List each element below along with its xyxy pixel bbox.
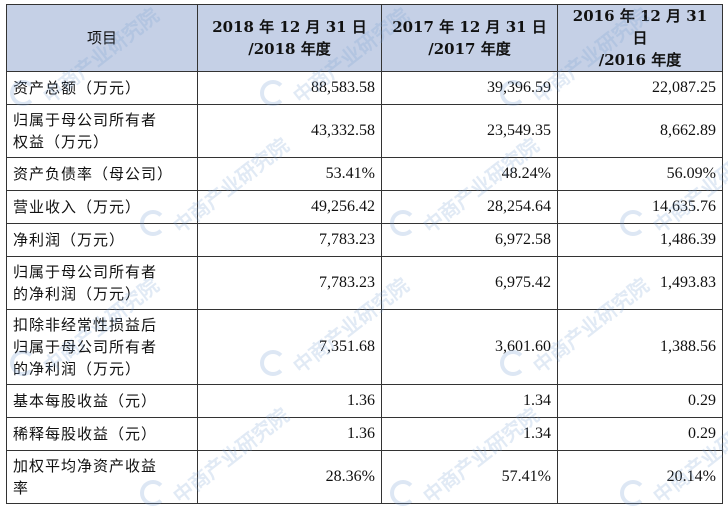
row-label: 加权平均净资产收益率 <box>6 450 198 504</box>
table-row: 营业收入（万元） 49,256.42 28,254.64 14,635.76 <box>6 190 723 224</box>
row-value: 1,486.39 <box>557 223 723 257</box>
row-value: 53.41% <box>197 157 382 191</box>
row-value: 1,388.56 <box>557 309 723 385</box>
header-year-2016: 2016 年 12 月 31 日 /2016 年度 <box>557 4 723 72</box>
row-label: 资产负债率（母公司） <box>6 157 198 191</box>
row-value: 88,583.58 <box>197 71 382 105</box>
row-label-line: 的净利润（万元） <box>13 360 142 378</box>
row-label: 归属于母公司所有者 权益（万元） <box>6 104 198 158</box>
row-label-line: 权益（万元） <box>13 133 110 151</box>
row-label: 基本每股收益（元） <box>6 384 198 418</box>
row-value: 57.41% <box>381 450 558 504</box>
header-year-2017-line2: /2017 年度 <box>428 40 511 58</box>
row-value: 1.36 <box>197 417 382 451</box>
row-value: 14,635.76 <box>557 190 723 224</box>
row-value: 6,975.42 <box>381 256 558 310</box>
row-value: 28,254.64 <box>381 190 558 224</box>
table-row: 归属于母公司所有者 权益（万元） 43,332.58 23,549.35 8,662.8… <box>6 104 723 158</box>
row-value: 6,972.58 <box>381 223 558 257</box>
financial-summary-table: 项目 2018 年 12 月 31 日 /2018 年度 2017 年 12 月… <box>6 4 723 504</box>
row-value: 1,493.83 <box>557 256 723 310</box>
header-year-2017-line1: 2017 年 12 月 31 日 <box>392 18 547 36</box>
row-value: 56.09% <box>557 157 723 191</box>
row-label: 资产总额（万元） <box>6 71 198 105</box>
header-year-2018-line2: /2018 年度 <box>248 40 331 58</box>
table-row: 加权平均净资产收益率 28.36% 57.41% 20.14% <box>6 450 723 504</box>
financial-table-container: 项目 2018 年 12 月 31 日 /2018 年度 2017 年 12 月… <box>6 4 723 512</box>
row-value: 20.14% <box>557 450 723 504</box>
row-value: 39,396.59 <box>381 71 558 105</box>
header-year-2016-line1: 2016 年 12 月 31 日 <box>572 7 708 47</box>
row-label-line: 基本每股收益（元） <box>13 392 158 410</box>
row-value: 23,549.35 <box>381 104 558 158</box>
row-value: 0.29 <box>557 417 723 451</box>
row-label-line: 归属于母公司所有者 <box>13 111 158 129</box>
row-label: 净利润（万元） <box>6 223 198 257</box>
table-row: 净利润（万元） 7,783.23 6,972.58 1,486.39 <box>6 223 723 257</box>
row-value: 28.36% <box>197 450 382 504</box>
row-value: 1.36 <box>197 384 382 418</box>
row-label: 归属于母公司所有者 的净利润（万元） <box>6 256 198 310</box>
row-label-line: 资产总额（万元） <box>13 79 142 97</box>
row-label-line: 加权平均净资产收益 <box>13 457 158 475</box>
row-label-line: 扣除非经常性损益后 <box>13 316 158 334</box>
row-value: 7,783.23 <box>197 256 382 310</box>
row-label: 扣除非经常性损益后 归属于母公司所有者 的净利润（万元） <box>6 309 198 385</box>
row-value: 1.34 <box>381 417 558 451</box>
row-label-line: 率 <box>13 479 30 497</box>
row-value: 49,256.42 <box>197 190 382 224</box>
row-value: 48.24% <box>381 157 558 191</box>
row-label-line: 归属于母公司所有者 <box>13 338 158 356</box>
table-row: 基本每股收益（元） 1.36 1.34 0.29 <box>6 384 723 418</box>
row-label: 营业收入（万元） <box>6 190 198 224</box>
table-row: 资产负债率（母公司） 53.41% 48.24% 56.09% <box>6 157 723 191</box>
row-value: 3,601.60 <box>381 309 558 385</box>
row-value: 43,332.58 <box>197 104 382 158</box>
header-year-2017: 2017 年 12 月 31 日 /2017 年度 <box>381 4 558 72</box>
row-value: 7,783.23 <box>197 223 382 257</box>
row-label-line: 稀释每股收益（元） <box>13 425 158 443</box>
header-item: 项目 <box>6 4 198 72</box>
row-value: 7,351.68 <box>197 309 382 385</box>
row-value: 22,087.25 <box>557 71 723 105</box>
table-header-row: 项目 2018 年 12 月 31 日 /2018 年度 2017 年 12 月… <box>6 4 723 72</box>
table-row: 资产总额（万元） 88,583.58 39,396.59 22,087.25 <box>6 71 723 105</box>
row-value: 1.34 <box>381 384 558 418</box>
row-value: 8,662.89 <box>557 104 723 158</box>
table-body: 资产总额（万元） 88,583.58 39,396.59 22,087.25 归属于母公… <box>6 71 723 504</box>
row-value: 0.29 <box>557 384 723 418</box>
header-year-2018-line1: 2018 年 12 月 31 日 <box>212 18 367 36</box>
table-row: 稀释每股收益（元） 1.36 1.34 0.29 <box>6 417 723 451</box>
header-year-2016-line2: /2016 年度 <box>598 51 682 69</box>
row-label-line: 资产负债率（母公司） <box>13 165 174 183</box>
row-label-line: 的净利润（万元） <box>13 285 142 303</box>
row-label-line: 归属于母公司所有者 <box>13 263 158 281</box>
table-row: 扣除非经常性损益后 归属于母公司所有者 的净利润（万元） 7,351.68 3,601.… <box>6 309 723 385</box>
header-year-2018: 2018 年 12 月 31 日 /2018 年度 <box>197 4 382 72</box>
row-label: 稀释每股收益（元） <box>6 417 198 451</box>
table-row: 归属于母公司所有者 的净利润（万元） 7,783.23 6,975.42 1,493.8… <box>6 256 723 310</box>
row-label-line: 净利润（万元） <box>13 231 126 249</box>
row-label-line: 营业收入（万元） <box>13 198 142 216</box>
